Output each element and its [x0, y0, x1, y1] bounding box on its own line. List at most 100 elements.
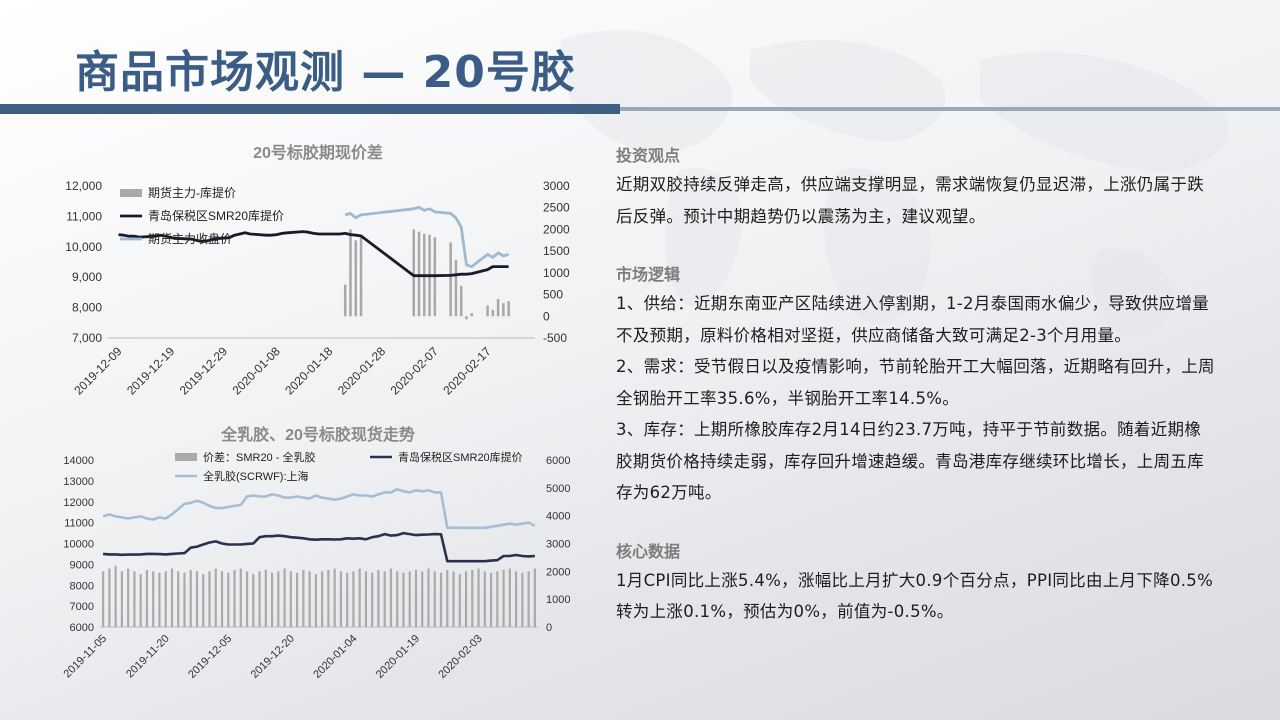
chart-bar — [464, 571, 468, 627]
background-world-map — [560, 30, 1229, 337]
x-tick-label: 2019-11-05 — [62, 633, 110, 681]
chart-bar — [120, 571, 123, 627]
chart-bar — [349, 229, 352, 317]
chart-title: 全乳胶、20号标胶现货走势 — [220, 425, 415, 444]
chart-bar — [183, 572, 186, 627]
chart-bar — [102, 571, 105, 627]
chart-bar — [189, 569, 192, 627]
y-right-tick-label: 2500 — [543, 201, 570, 215]
chart-bar — [364, 571, 368, 627]
legend-swatch — [175, 453, 197, 461]
chart-bar — [277, 571, 280, 627]
chart-bar — [327, 569, 330, 627]
y-right-tick-label: 3000 — [546, 539, 570, 551]
chart-bar — [339, 571, 342, 627]
y-right-tick-label: -500 — [543, 331, 567, 345]
x-tick-label: 2020-01-19 — [374, 633, 422, 681]
chart-bar — [502, 569, 505, 627]
chart-bar — [343, 284, 347, 317]
chart-bar — [333, 568, 336, 627]
chart-bar — [152, 571, 155, 627]
x-tick-label: 2020-02-17 — [440, 344, 494, 398]
y-left-tick-label: 10,000 — [65, 240, 102, 254]
chart-bar — [321, 571, 324, 627]
chart-bar — [133, 571, 136, 627]
chart-bar — [208, 571, 211, 627]
chart-bar — [352, 571, 355, 627]
chart-bar — [521, 572, 524, 627]
x-tick-label: 2020-01-04 — [311, 633, 359, 681]
y-left-tick-label: 12,000 — [65, 179, 102, 193]
chart-bar — [289, 571, 292, 627]
futures-spot-spread-chart: 20号标胶期现价差 12,000 11,000 10,000 9,000 8,000 7,0… — [65, 143, 570, 398]
y-left-tick-label: 8,000 — [72, 301, 102, 315]
x-tick-label: 2020-01-18 — [282, 344, 336, 398]
chart-bar — [458, 574, 461, 627]
spot-price-trend-chart: 全乳胶、20号标胶现货走势140001300012000110001000090… — [62, 425, 571, 681]
chart-bar — [245, 571, 249, 627]
chart-bar — [296, 572, 299, 627]
legend-label: 期货主力收盘价 — [148, 231, 232, 246]
chart-bar — [354, 240, 358, 317]
chart-bar — [359, 235, 363, 317]
chart-bar — [489, 572, 493, 627]
chart-title: 20号标胶期现价差 — [253, 143, 383, 162]
title-underline — [0, 104, 1280, 114]
chart-bar — [459, 285, 463, 317]
chart-bar — [158, 572, 161, 627]
chart-bar — [252, 574, 255, 627]
chart-bar — [454, 259, 458, 317]
legend-label: 期货主力-库提价 — [148, 185, 236, 200]
x-tick-label: 2020-02-07 — [388, 344, 442, 398]
section-heading-investment-view: 投资观点 — [616, 146, 681, 165]
chart-bar — [214, 568, 217, 627]
y-right-tick-label: 2000 — [543, 222, 570, 236]
analysis-panel: 投资观点 近期双胶持续反弹走高，供应端支撑明显，需求端恢复仍显迟滞，上涨仍属于跌… — [616, 143, 1216, 628]
y-left-tick-label: 6000 — [70, 622, 94, 634]
chart-bar — [527, 571, 530, 627]
chart-bar — [470, 313, 473, 317]
chart-bar — [465, 316, 468, 320]
chart-bar — [508, 568, 511, 627]
legend-swatch — [120, 189, 142, 197]
chart-bar — [358, 568, 361, 627]
chart-bar — [264, 569, 267, 627]
chart-bar — [439, 572, 443, 627]
chart-bar — [402, 572, 405, 627]
x-tick-label: 2020-02-03 — [436, 633, 484, 681]
chart-bar — [408, 571, 411, 627]
chart-bar — [471, 569, 474, 627]
chart-bar — [412, 229, 416, 317]
section-heading-core-data: 核心数据 — [616, 541, 681, 561]
y-left-tick-label: 10000 — [63, 539, 94, 551]
chart-bar — [195, 571, 199, 627]
chart-bar — [170, 568, 174, 627]
chart-bar — [270, 572, 274, 627]
chart-bar — [139, 574, 142, 627]
chart-bar — [433, 571, 436, 627]
y-right-tick-label: 6000 — [546, 455, 570, 467]
chart-bar — [177, 571, 180, 627]
chart-series-line — [344, 205, 509, 268]
chart-bar — [396, 571, 399, 627]
chart-series-line — [118, 230, 509, 278]
y-right-tick-label: 2000 — [546, 566, 570, 578]
x-tick-label: 2019-11-20 — [124, 633, 172, 681]
legend-label: 青岛保税区SMR20库提价 — [148, 208, 284, 223]
chart-bar — [145, 569, 149, 627]
y-right-tick-label: 5000 — [546, 483, 570, 495]
y-left-tick-label: 8000 — [70, 580, 94, 592]
x-tick-label: 2019-12-05 — [186, 633, 234, 681]
y-right-tick-label: 1000 — [543, 266, 570, 280]
chart-bar — [258, 571, 261, 627]
chart-bar — [477, 568, 480, 627]
y-left-tick-label: 9,000 — [72, 270, 102, 284]
legend-label: 价差：SMR20 - 全乳胶 — [203, 450, 315, 464]
section-body-investment-view: 近期双胶持续反弹走高，供应端支撑明显，需求端恢复仍显迟滞，上涨仍属于跌后反弹。预… — [616, 175, 1204, 226]
legend-label: 全乳胶(SCRWF):上海 — [203, 469, 309, 483]
x-tick-label: 2019-12-19 — [124, 344, 178, 398]
chart-bar — [239, 568, 242, 627]
y-right-tick-label: 4000 — [546, 511, 570, 523]
chart-bar — [449, 242, 452, 317]
y-left-tick-label: 7000 — [70, 601, 94, 613]
